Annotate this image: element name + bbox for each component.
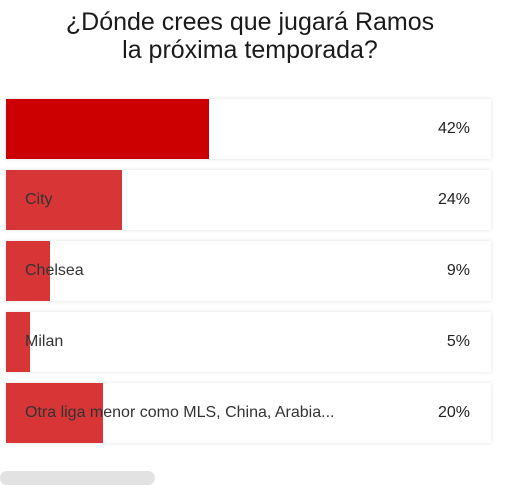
poll-option-city[interactable]: City 24% xyxy=(6,170,491,230)
poll-option-fill xyxy=(6,312,30,372)
poll-question: ¿Dónde crees que jugará Ramos la próxima… xyxy=(0,8,500,64)
poll-question-line-1: ¿Dónde crees que jugará Ramos xyxy=(65,8,435,36)
poll-option-percent: 9% xyxy=(446,262,470,279)
poll-option-percent: 5% xyxy=(446,333,470,350)
poll-option-label: City xyxy=(25,191,53,208)
poll-option-fill xyxy=(6,170,122,230)
poll-option-percent: 42% xyxy=(437,120,470,137)
poll-option-label: Otra liga menor como MLS, China, Arabia.… xyxy=(25,404,335,421)
poll-option-milan[interactable]: Milan 5% xyxy=(6,312,491,372)
poll-option-fill xyxy=(6,241,50,301)
poll-option-percent: 20% xyxy=(437,404,470,421)
poll-option-label: Chelsea xyxy=(25,262,84,279)
poll-options: PSG 42% City 24% Chelsea 9% Milan 5% Otr… xyxy=(6,99,491,454)
poll-option-psg[interactable]: PSG 42% xyxy=(6,99,491,159)
poll-question-line-2: la próxima temporada? xyxy=(122,36,378,64)
poll-option-label: PSG xyxy=(25,120,59,137)
poll-option-percent: 24% xyxy=(437,191,470,208)
poll-option-chelsea[interactable]: Chelsea 9% xyxy=(6,241,491,301)
poll-option-otra-liga[interactable]: Otra liga menor como MLS, China, Arabia.… xyxy=(6,383,491,443)
poll-option-fill xyxy=(6,99,209,159)
poll-option-fill xyxy=(6,383,103,443)
poll-option-label: Milan xyxy=(25,333,64,350)
results-button[interactable] xyxy=(0,471,155,485)
